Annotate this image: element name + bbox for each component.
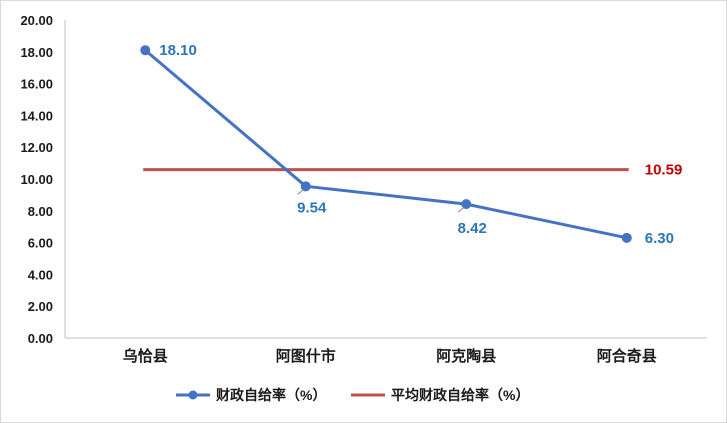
y-tick-label: 10.00 — [20, 172, 53, 187]
y-tick-label: 20.00 — [20, 13, 53, 28]
y-tick-label: 4.00 — [28, 267, 53, 282]
data-label: 18.10 — [159, 42, 197, 59]
y-tick-label: 14.00 — [20, 108, 53, 123]
x-tick-label: 阿合奇县 — [597, 347, 657, 365]
legend-label: 平均财政自给率（%） — [391, 387, 529, 403]
data-point — [621, 232, 632, 243]
x-tick-label: 阿克陶县 — [436, 347, 496, 365]
y-tick-label: 8.00 — [28, 204, 53, 219]
series-line — [144, 49, 628, 240]
x-tick-label: 乌恰县 — [123, 347, 168, 365]
data-point — [300, 181, 311, 192]
y-tick-label: 18.00 — [20, 45, 53, 60]
data-point — [140, 45, 151, 56]
data-label-leader — [297, 188, 305, 195]
legend-swatch-marker — [188, 390, 198, 400]
y-tick-label: 16.00 — [20, 77, 53, 92]
data-point — [461, 199, 472, 210]
x-tick-label: 阿图什市 — [276, 347, 336, 365]
y-tick-label: 6.00 — [28, 236, 53, 251]
y-tick-label: 12.00 — [20, 140, 53, 155]
y-tick-label: 2.00 — [28, 299, 53, 314]
data-label: 6.30 — [645, 230, 674, 247]
data-label: 9.54 — [297, 199, 327, 216]
data-label-leader — [457, 206, 465, 213]
legend-label: 财政自给率（%） — [215, 387, 326, 403]
y-tick-label: 0.00 — [28, 331, 53, 346]
data-label: 8.42 — [458, 220, 487, 237]
average-data-label: 10.59 — [645, 162, 683, 179]
